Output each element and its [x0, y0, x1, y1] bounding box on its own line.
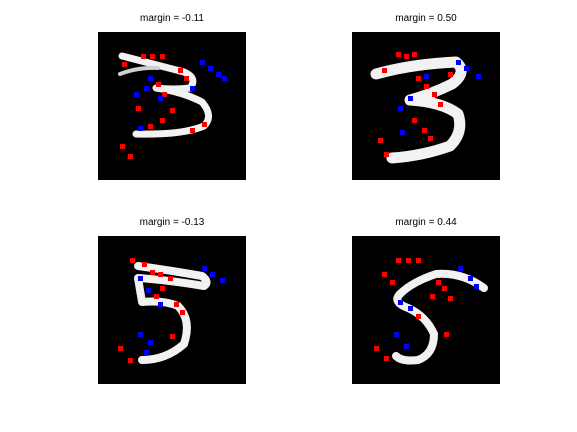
panel-bottom-right: margin = 0.44 — [352, 217, 500, 384]
panel-title: margin = -0.13 — [139, 217, 205, 228]
digit-image — [352, 236, 500, 384]
panel-title: margin = 0.44 — [395, 217, 457, 228]
panel-top-left: margin = -0.11 — [98, 13, 246, 180]
red-markers — [374, 258, 453, 361]
red-markers — [378, 52, 453, 157]
blue-markers — [398, 60, 481, 135]
red-markers — [118, 258, 185, 363]
blue-markers — [138, 266, 225, 355]
blue-markers — [394, 266, 479, 349]
digit-image — [98, 32, 246, 180]
panel-bottom-left: margin = -0.13 — [98, 217, 246, 384]
digit-image — [98, 236, 246, 384]
panel-title: margin = 0.50 — [395, 13, 457, 24]
digit-image — [352, 32, 500, 180]
panel-top-right: margin = 0.50 — [352, 13, 500, 180]
red-markers — [120, 54, 207, 159]
blue-markers — [134, 60, 227, 131]
panel-title: margin = -0.11 — [139, 13, 204, 24]
